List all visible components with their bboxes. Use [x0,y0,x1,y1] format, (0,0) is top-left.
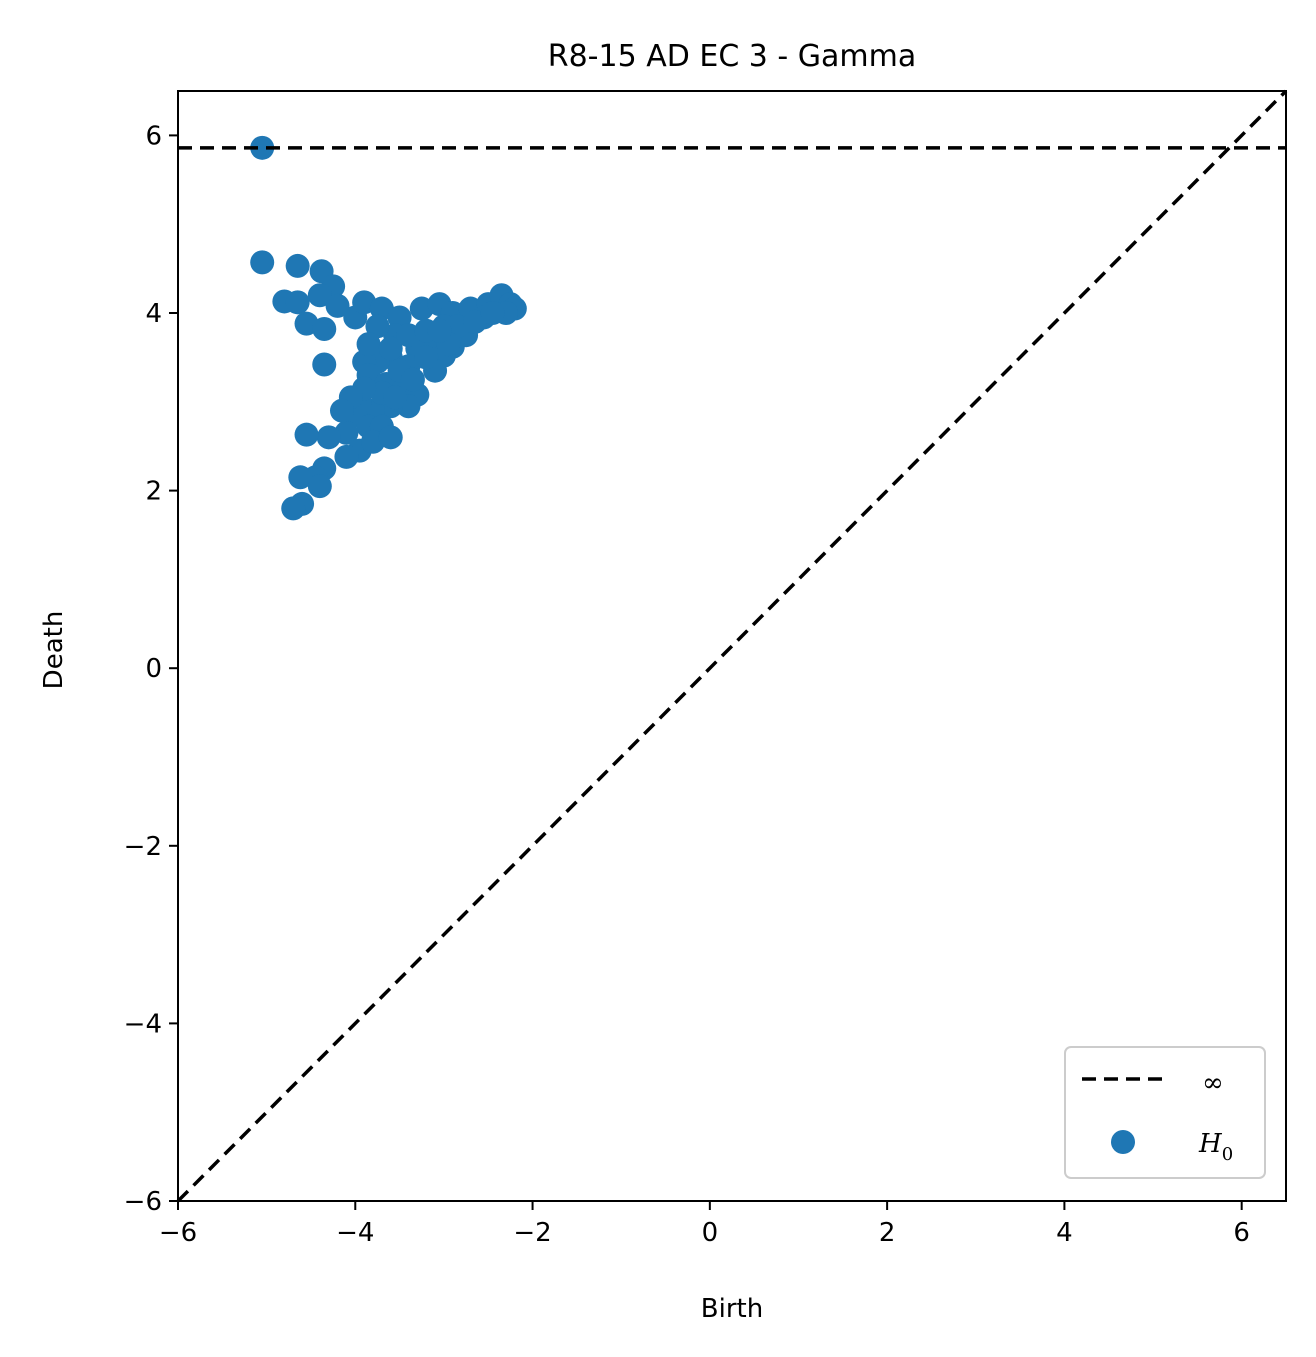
data-point [383,385,408,410]
data-point [400,367,425,392]
data-point [378,425,403,450]
x-axis-label: Birth [701,1294,763,1324]
diagonal-line [176,89,1288,1203]
legend-infinity-label: ∞ [1202,1068,1224,1098]
data-point [365,314,390,339]
data-point [462,309,487,334]
data-point [356,332,381,357]
data-point [316,425,341,450]
chart-title: R8-15 AD EC 3 - Gamma [548,39,917,74]
y-tick-label: −2 [124,832,162,862]
x-tick-label: −6 [159,1218,197,1248]
legend: ∞ H0 [1064,1046,1266,1179]
y-tick-label: 4 [145,299,162,329]
data-point [288,465,313,490]
data-point [250,250,275,275]
y-tick-label: −6 [124,1187,162,1217]
data-point [414,345,439,370]
data-point [307,474,332,499]
axis-ticks: −6 −4 −2 0 2 4 6 −6 −4 −2 0 2 4 6 [124,121,1250,1248]
data-point [325,293,350,318]
plot-frame [177,90,1287,1202]
x-tick-label: 0 [702,1218,719,1248]
legend-h0-label: H0 [1198,1129,1233,1165]
y-axis-label: Death [39,611,69,690]
data-point [281,496,306,521]
points-layer [250,135,527,521]
data-point [480,301,505,325]
y-tick-label: 0 [145,654,162,684]
data-point [378,336,403,361]
data-point [285,290,310,315]
data-point [250,135,275,160]
data-point [329,398,354,423]
y-tick-label: 2 [145,477,162,507]
x-tick-label: 6 [1233,1218,1250,1248]
data-point [294,422,319,447]
legend-h0-swatch [1111,1130,1135,1154]
data-point [312,316,337,341]
x-tick-label: 2 [879,1218,896,1248]
legend-box [1064,1046,1266,1179]
x-tick-label: 4 [1056,1218,1073,1248]
y-tick-label: 6 [145,121,162,151]
data-point [334,444,359,469]
data-point [307,283,332,308]
data-point [312,352,337,377]
y-tick-label: −4 [124,1009,162,1039]
x-tick-label: −2 [513,1218,551,1248]
x-tick-label: −4 [336,1218,374,1248]
data-point [285,253,310,278]
reference-lines [176,89,1288,1203]
data-point [427,318,452,343]
